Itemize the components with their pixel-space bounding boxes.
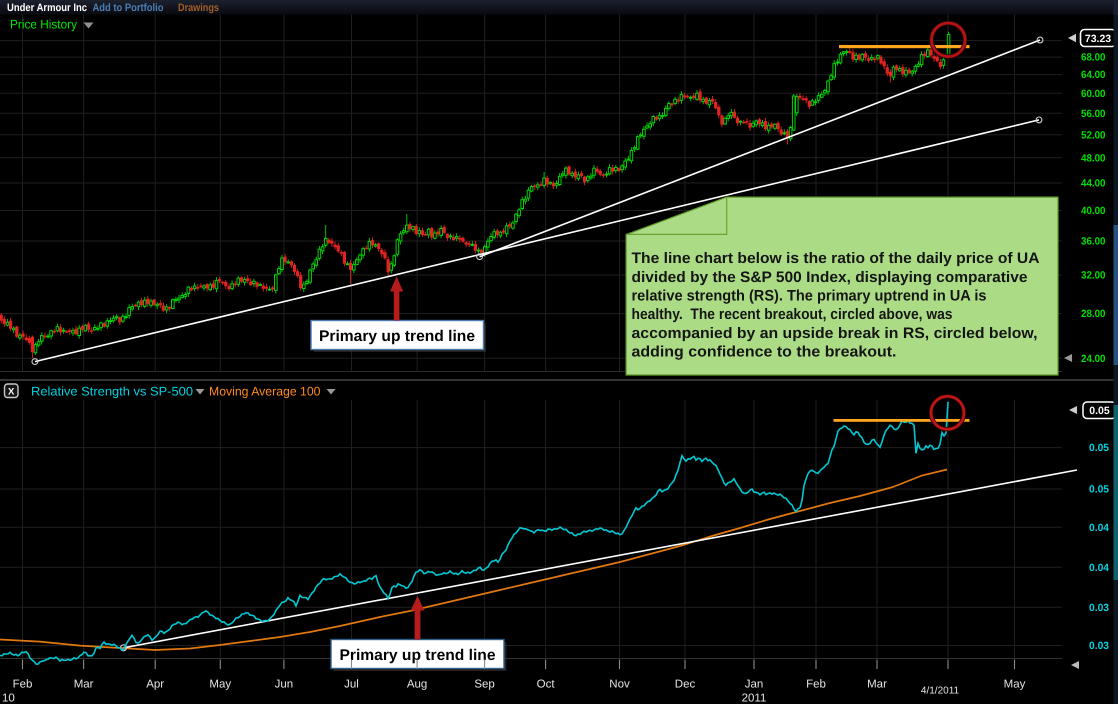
svg-text:The line chart below is the ra: The line chart below is the ratio of the… (632, 250, 1040, 267)
svg-text:Relative Strength vs SP-500: Relative Strength vs SP-500 (31, 385, 193, 399)
svg-text:44.00: 44.00 (1081, 178, 1106, 190)
svg-text:0.05: 0.05 (1089, 442, 1109, 454)
svg-text:0.04: 0.04 (1089, 562, 1109, 574)
svg-text:Nov: Nov (609, 679, 630, 691)
svg-text:36.00: 36.00 (1081, 236, 1106, 248)
svg-text:Drawings: Drawings (178, 2, 219, 14)
svg-text:52.00: 52.00 (1081, 129, 1106, 141)
svg-text:relative strength (RS). The pr: relative strength (RS). The primary uptr… (632, 288, 987, 305)
svg-text:Oct: Oct (537, 679, 556, 691)
svg-text:Price History: Price History (10, 18, 78, 32)
svg-text:Aug: Aug (407, 679, 427, 691)
svg-text:May: May (209, 679, 231, 691)
svg-text:0.04: 0.04 (1089, 522, 1109, 534)
svg-text:divided by the S&P 500 Index,: divided by the S&P 500 Index, displaying… (632, 269, 1028, 286)
svg-text:Apr: Apr (146, 679, 164, 691)
svg-text:May: May (1004, 679, 1026, 691)
svg-text:4/1/2011: 4/1/2011 (921, 686, 960, 697)
svg-text:Primary up trend line: Primary up trend line (340, 647, 496, 664)
svg-text:Primary up trend line: Primary up trend line (319, 328, 475, 345)
svg-text:Jan: Jan (745, 679, 764, 691)
svg-text:48.00: 48.00 (1081, 152, 1106, 164)
svg-text:Add to Portfolio: Add to Portfolio (93, 2, 164, 14)
svg-text:68.00: 68.00 (1081, 52, 1106, 64)
svg-text:Jul: Jul (344, 679, 359, 691)
svg-text:adding confidence to the break: adding confidence to the breakout. (632, 343, 897, 360)
svg-text:Mar: Mar (867, 679, 887, 691)
svg-text:73.23: 73.23 (1085, 33, 1111, 45)
svg-text:32.00: 32.00 (1081, 270, 1106, 282)
svg-text:0.05: 0.05 (1089, 405, 1110, 417)
svg-text:10: 10 (2, 693, 15, 704)
svg-text:40.00: 40.00 (1081, 205, 1106, 217)
svg-text:accompanied by an upside break: accompanied by an upside break in RS, ci… (632, 325, 1038, 342)
svg-text:Jun: Jun (275, 679, 294, 691)
svg-text:Sep: Sep (474, 679, 494, 691)
svg-text:0.03: 0.03 (1089, 602, 1109, 614)
svg-text:X: X (8, 387, 15, 398)
svg-text:Under Armour Inc: Under Armour Inc (7, 2, 87, 14)
svg-text:Feb: Feb (13, 679, 33, 691)
svg-text:healthy. The recent breakout,: healthy. The recent breakout, circled ab… (632, 306, 953, 323)
svg-text:Mar: Mar (74, 679, 94, 691)
svg-text:0.03: 0.03 (1089, 640, 1109, 652)
svg-text:56.00: 56.00 (1081, 108, 1106, 120)
svg-text:0.05: 0.05 (1089, 484, 1109, 496)
svg-text:2011: 2011 (742, 693, 767, 704)
svg-text:Feb: Feb (806, 679, 826, 691)
svg-text:Dec: Dec (675, 679, 696, 691)
svg-text:60.00: 60.00 (1081, 88, 1106, 100)
svg-text:Moving Average 100: Moving Average 100 (209, 385, 321, 399)
svg-text:64.00: 64.00 (1081, 69, 1106, 81)
svg-text:28.00: 28.00 (1081, 308, 1106, 320)
svg-text:24.00: 24.00 (1081, 353, 1106, 365)
